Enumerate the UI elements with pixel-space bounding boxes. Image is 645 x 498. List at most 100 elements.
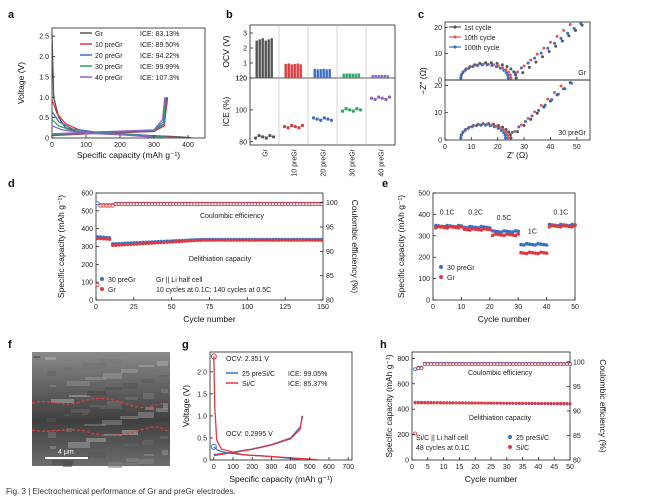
sem-grain [103, 373, 122, 379]
sem-grain [157, 361, 168, 366]
chart-h-annotation-capacity: Delithiation capacity [469, 415, 532, 422]
chart-d-x-ticklabel-75: 75 [206, 304, 214, 311]
series-Si-C-capacity-point [480, 401, 484, 405]
legend-label-30-preGr: 30 preGr [108, 277, 136, 284]
sem-grain [106, 448, 122, 452]
chart-d-annotation-capacity: Delithiation capacity [189, 256, 252, 263]
series-Si-C-capacity-point [502, 401, 506, 405]
series-1st-cycle-Gr-point [554, 44, 558, 48]
point-ice-10-preGr [293, 125, 297, 129]
legend-ice-30-preGr: ICE: 99.99% [140, 64, 179, 71]
chart-e-y-ticklabel-400: 400 [418, 212, 430, 219]
bar-ocv-20-preGr [325, 69, 328, 78]
legend-label-10-preGr: 10 preGr [95, 42, 123, 49]
sem-grain [100, 406, 122, 409]
chart-b-ytop-ticklabel-2: 2 [243, 46, 247, 53]
series-30-preGr-point [519, 242, 523, 247]
chart-a-y-ticklabel-0.5: 0.5 [39, 115, 49, 122]
sem-grain [68, 442, 90, 448]
series-1st-cycle-Gr-point [505, 65, 509, 69]
series-10th-cycle-Gr-point [535, 52, 539, 56]
chart-b-ytop-ticklabel-120: 120 [235, 75, 247, 82]
series-Si-C-capacity-point [435, 401, 439, 405]
chart-d-cycling-gr: 0 25 50 75 100 125 150 0 100 200 300 400 500 600 80 85 9… [56, 191, 360, 325]
bar-ocv-10-preGr [284, 63, 287, 78]
chart-b-category-20-preGr: 20 preGr [321, 148, 328, 176]
chart-h-note-0: Si/C || Li half cell [416, 435, 468, 442]
series-Si-C-ce-point [523, 362, 528, 367]
chart-h-x-ticklabel-35: 35 [519, 464, 527, 471]
point-ice-40-preGr [369, 96, 374, 100]
series-Gr-capacity-point [177, 239, 181, 244]
series-Si-C-ce-point [422, 362, 427, 367]
series-Gr-point [516, 232, 520, 236]
sem-grain [34, 356, 40, 358]
sem-grain [121, 369, 138, 373]
series-Gr-point [493, 232, 498, 236]
chart-e-rate-label-2: 0.5C [497, 215, 512, 222]
series-1st-cycle-Gr-point [484, 61, 488, 65]
chart-g-x-ticklabel-0: 0 [212, 464, 216, 471]
chart-g-y-ticklabel-2.0: 2.0 [197, 369, 207, 376]
sem-grain [46, 418, 56, 422]
series-Gr-point [445, 226, 450, 230]
chart-d-annotation-ce: Coulombic efficiency [200, 213, 265, 220]
legend-marker-1st-cycle [453, 25, 457, 29]
chart-c-impedance: 0 10 20 Gr 0 10 20 30 preGr 0 10 20 30 40 50 Z′ (Ω) −Z″… [418, 21, 591, 160]
legend-label-100th-cycle: 100th cycle [464, 45, 500, 52]
point-ice-40-preGr [384, 97, 388, 102]
chart-h-yr-ticklabel-90: 90 [573, 408, 581, 415]
point-ice-30-preGr [340, 109, 345, 113]
chart-g-x-ticklabel-400: 400 [285, 464, 297, 471]
series-Gr-capacity-point [111, 243, 115, 248]
sem-grain [145, 407, 154, 410]
series-Gr-capacity-point [220, 238, 224, 242]
point-ice-10-preGr [300, 123, 305, 127]
chart-d-x-ticklabel-0: 0 [94, 304, 98, 311]
sem-grain [45, 357, 56, 360]
series-Si-C-capacity-point [432, 401, 436, 405]
series-Gr-capacity-point [95, 236, 100, 241]
series-100th-cycle-Gr-point [498, 66, 502, 70]
chart-e-x-ticklabel-20: 20 [486, 304, 494, 311]
series-10th-cycle-30-preGr-point [539, 103, 543, 107]
chart-b-ytop-ticklabel-3: 3 [243, 31, 247, 38]
legend-label-25-preSi-C: 25 preSi/C [242, 371, 275, 378]
chart-c-x-ticklabel-10: 10 [467, 144, 475, 151]
chart-d-y-ticklabel-100: 100 [81, 280, 93, 287]
chart-a-y-ticklabel-2.0: 2.0 [39, 54, 49, 61]
series-Gr-point [564, 224, 569, 228]
chart-d-ylabel-right: Coulombic efficiency (%) [350, 200, 360, 294]
chart-c-y-1-ticklabel-10: 10 [434, 110, 442, 117]
chart-a-y-ticklabel-1.0: 1.0 [39, 95, 49, 102]
chart-h-y-ticklabel-800: 800 [397, 356, 409, 363]
chart-e-y-ticklabel-300: 300 [418, 233, 430, 240]
chart-b-ybottom-ticklabel-120: 120 [235, 76, 247, 83]
series-100th-cycle-Gr-point [566, 31, 570, 35]
series-1st-cycle-30-preGr-point [508, 133, 512, 137]
series-Si-C-capacity-point [562, 401, 566, 405]
series-100th-cycle-30-preGr-point [459, 133, 463, 137]
point-ice-40-preGr [373, 97, 377, 102]
legend-label-20-preGr: 20 preGr [95, 53, 123, 60]
series-100th-cycle-30-preGr-point [461, 131, 465, 135]
sem-grain [102, 420, 122, 425]
sem-grain [120, 416, 138, 419]
series-Si-C-ce-point [533, 362, 538, 367]
point-ice-10-preGr [297, 126, 301, 130]
series-Gr-capacity-point [162, 240, 166, 245]
chart-h-xlabel: Cycle number [465, 474, 518, 484]
series-Gr-capacity-point [183, 239, 187, 243]
legend-ice-10-preGr: ICE: 89.50% [140, 42, 179, 49]
series-Gr-point [462, 227, 467, 231]
sem-grain [142, 440, 154, 445]
series-Gr-capacity-point [147, 241, 151, 245]
bar-ocv-40-preGr [380, 75, 383, 78]
point-ice-20-preGr [319, 118, 323, 123]
series-Gr-capacity-point [210, 238, 215, 242]
series-Gr-capacity-point [226, 238, 230, 242]
sem-grain [63, 461, 72, 467]
series-Si-C-capacity-point [473, 401, 477, 405]
series-1st-cycle-Gr-point [527, 65, 531, 69]
series-Si-C-capacity-point [495, 401, 499, 405]
